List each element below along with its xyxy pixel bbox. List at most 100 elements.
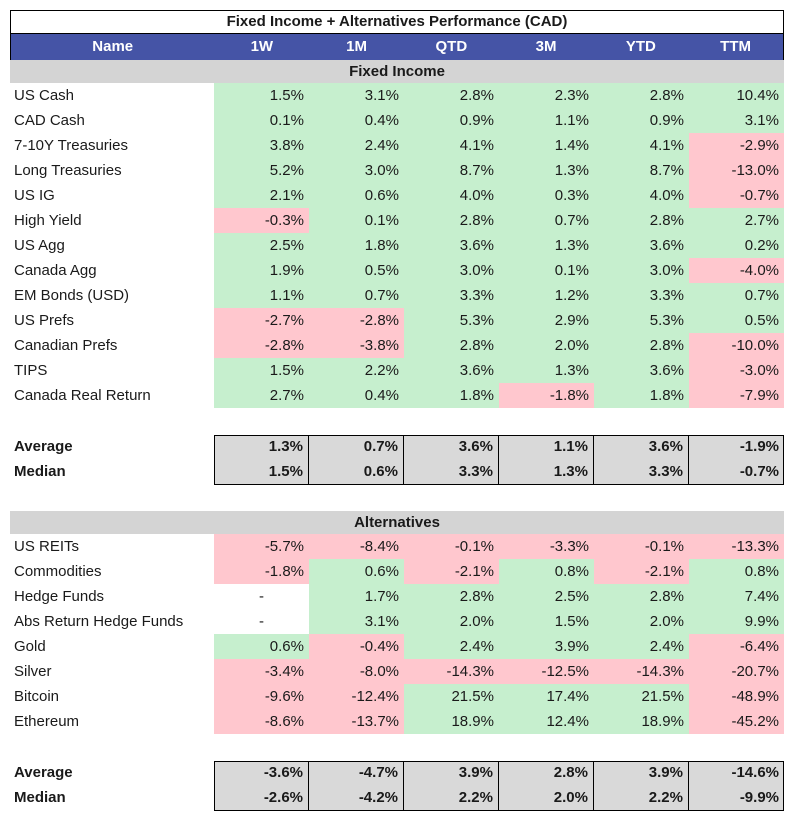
value-cell: -	[214, 584, 309, 609]
row-name: US IG	[14, 187, 55, 204]
value-cell: -13.0%	[689, 158, 784, 183]
stat-value: 2.2%	[594, 786, 689, 811]
value-cell: -20.7%	[689, 659, 784, 684]
value-cell: -3.4%	[214, 659, 309, 684]
value-cell: -7.9%	[689, 383, 784, 408]
stat-value: 3.6%	[594, 435, 689, 460]
value-cell: -0.1%	[594, 534, 689, 559]
table-row: Silver -3.4% -8.0% -14.3% -12.5% -14.3% -20.7%	[10, 659, 784, 684]
fixed-income-stats: Average 1.3% 0.7% 3.6% 1.1% 3.6% -1.9% M…	[10, 435, 784, 485]
row-name: CAD Cash	[14, 112, 85, 129]
value-cell: 3.9%	[499, 634, 594, 659]
value-cell: 2.4%	[309, 133, 404, 158]
row-name: Abs Return Hedge Funds	[14, 613, 184, 630]
table-row: US Agg 2.5% 1.8% 3.6% 1.3% 3.6% 0.2%	[10, 233, 784, 258]
value-cell: 0.1%	[214, 108, 309, 133]
value-cell: 3.1%	[689, 108, 784, 133]
value-cell: 4.0%	[404, 183, 499, 208]
value-cell: 5.3%	[594, 308, 689, 333]
value-cell: 3.0%	[404, 258, 499, 283]
value-cell: 2.8%	[594, 83, 689, 108]
value-cell: 0.5%	[689, 308, 784, 333]
value-cell: -8.6%	[214, 709, 309, 734]
value-cell: 2.8%	[594, 208, 689, 233]
value-cell: 12.4%	[499, 709, 594, 734]
value-cell: 2.8%	[404, 584, 499, 609]
fixed-income-rows: US Cash 1.5% 3.1% 2.8% 2.3% 2.8% 10.4% CAD Cash…	[10, 83, 784, 408]
column-header-ttm: TTM	[720, 38, 751, 55]
value-cell: 21.5%	[594, 684, 689, 709]
value-cell: -0.3%	[214, 208, 309, 233]
value-cell: 2.5%	[499, 584, 594, 609]
spacer	[10, 408, 784, 435]
value-cell: -3.3%	[499, 534, 594, 559]
fixed-income-median-row: Median 1.5% 0.6% 3.3% 1.3% 3.3% -0.7%	[10, 460, 784, 485]
stat-value: 2.2%	[404, 786, 499, 811]
value-cell: -45.2%	[689, 709, 784, 734]
value-cell: -2.8%	[309, 308, 404, 333]
value-cell: 0.5%	[309, 258, 404, 283]
value-cell: 1.8%	[309, 233, 404, 258]
value-cell: -1.8%	[499, 383, 594, 408]
stat-value: -1.9%	[739, 438, 779, 455]
value-cell: 8.7%	[594, 158, 689, 183]
value-cell: -10.0%	[689, 333, 784, 358]
value-cell: 3.8%	[214, 133, 309, 158]
value-cell: -3.0%	[689, 358, 784, 383]
value-cell: 2.8%	[594, 333, 689, 358]
stats-box	[214, 435, 784, 485]
stat-value: 3.9%	[404, 761, 499, 786]
value-cell: 3.1%	[309, 83, 404, 108]
row-name: Bitcoin	[14, 688, 60, 705]
value-cell: 2.9%	[499, 308, 594, 333]
value-cell: 0.4%	[309, 108, 404, 133]
value-cell: -5.7%	[214, 534, 309, 559]
value-cell: -13.7%	[309, 709, 404, 734]
section-header-alternatives: Alternatives	[10, 511, 784, 534]
value-cell: 4.1%	[404, 133, 499, 158]
value-cell: 3.3%	[594, 283, 689, 308]
spacer	[10, 734, 784, 761]
table-row: Canada Real Return 2.7% 0.4% 1.8% -1.8% 1.8% -…	[10, 383, 784, 408]
row-name: Ethereum	[14, 713, 80, 730]
value-cell: 3.6%	[404, 358, 499, 383]
value-cell: -0.4%	[309, 634, 404, 659]
stat-value: 3.3%	[404, 460, 499, 485]
value-cell: -2.1%	[594, 559, 689, 584]
row-name: 7-10Y Treasuries	[14, 137, 128, 154]
value-cell: -48.9%	[689, 684, 784, 709]
table-row: Canada Agg 1.9% 0.5% 3.0% 0.1% 3.0% -4.0%	[10, 258, 784, 283]
row-name: Canada Real Return	[14, 387, 151, 404]
stat-value: -0.7%	[739, 463, 779, 480]
table-title: Fixed Income + Alternatives Performance …	[10, 10, 784, 34]
value-cell: -	[214, 609, 309, 634]
stat-value: 1.3%	[499, 460, 594, 485]
value-cell: 2.5%	[214, 233, 309, 258]
table-row: Abs Return Hedge Funds -3.1% 2.0% 1.5% 2.0% 9…	[10, 609, 784, 634]
row-name: Canadian Prefs	[14, 337, 118, 354]
value-cell: -2.1%	[404, 559, 499, 584]
row-name: Silver	[14, 663, 52, 680]
row-name: Hedge Funds	[14, 588, 105, 605]
value-cell: -8.0%	[309, 659, 404, 684]
value-cell: 1.5%	[499, 609, 594, 634]
value-cell: 1.2%	[499, 283, 594, 308]
stat-value: 1.5%	[214, 460, 309, 485]
table-row: Bitcoin -9.6% -12.4% 21.5% 17.4% 21.5% -48.9%	[10, 684, 784, 709]
table-row: EM Bonds (USD) 1.1% 0.7% 3.3% 1.2% 3.3% 0.7%	[10, 283, 784, 308]
stat-value: 0.6%	[309, 460, 404, 485]
value-cell: 0.6%	[309, 559, 404, 584]
value-cell: -2.7%	[214, 308, 309, 333]
value-cell: 0.9%	[404, 108, 499, 133]
value-cell: 2.1%	[214, 183, 309, 208]
value-cell: -14.3%	[404, 659, 499, 684]
stat-value: -2.6%	[214, 786, 309, 811]
table-row: TIPS 1.5% 2.2% 3.6% 1.3% 3.6% -3.0%	[10, 358, 784, 383]
value-cell: 2.0%	[404, 609, 499, 634]
value-cell: -14.3%	[594, 659, 689, 684]
value-cell: 0.1%	[309, 208, 404, 233]
stat-value: 3.6%	[404, 435, 499, 460]
table-row: US IG 2.1% 0.6% 4.0% 0.3% 4.0% -0.7%	[10, 183, 784, 208]
column-header-name: Name	[92, 38, 134, 55]
table-row: US Prefs -2.7% -2.8% 5.3% 2.9% 5.3% 0.5%	[10, 308, 784, 333]
